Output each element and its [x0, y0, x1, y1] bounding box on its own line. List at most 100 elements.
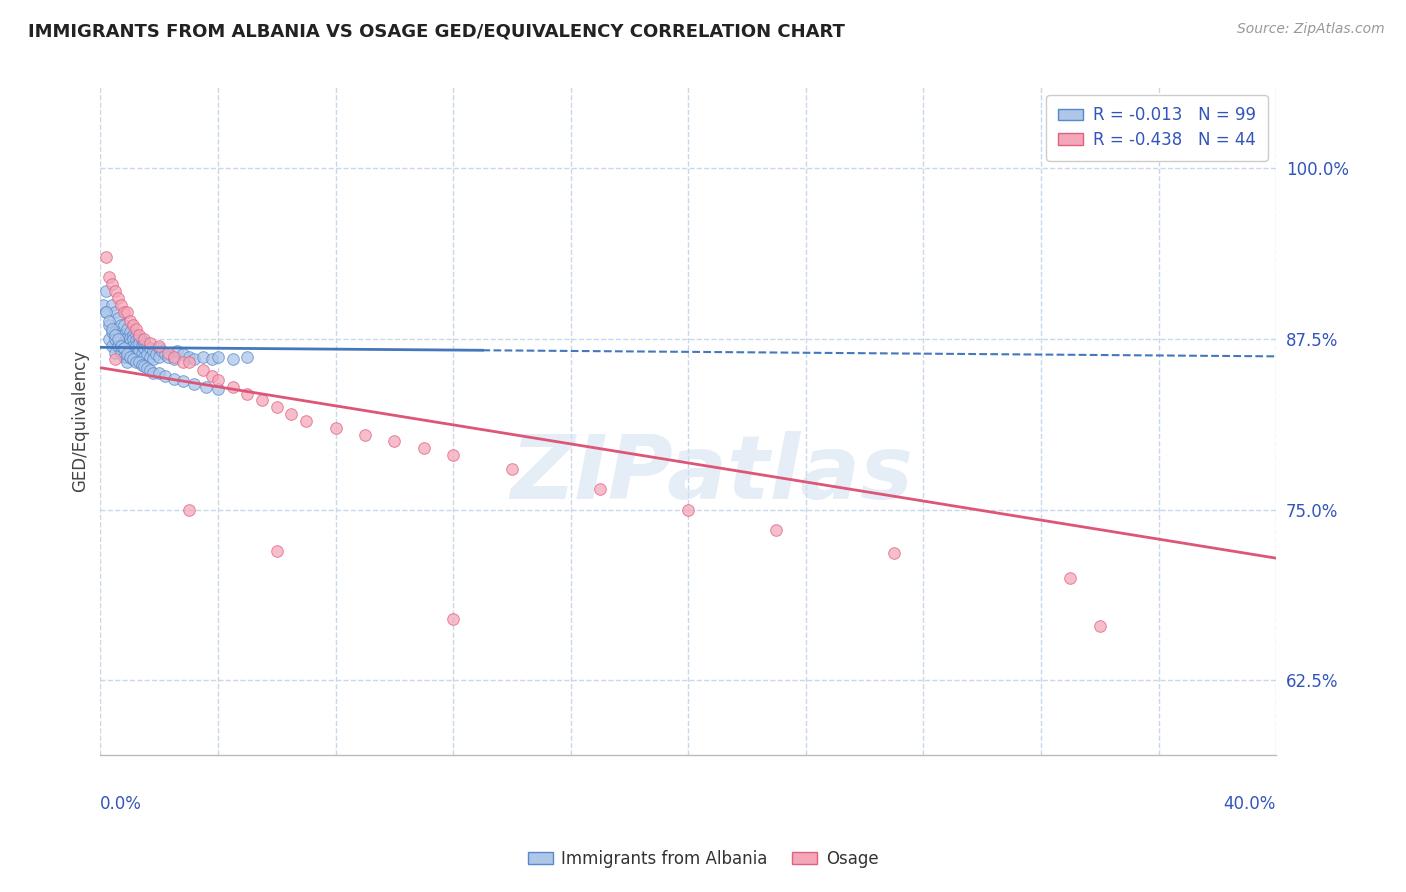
Point	[1088, 618, 1111, 632]
Point	[128, 330, 150, 344]
Point	[177, 350, 200, 364]
Point	[107, 311, 129, 326]
Point	[142, 366, 165, 380]
Point	[96, 304, 118, 318]
Point	[96, 304, 118, 318]
Point	[118, 330, 141, 344]
Point	[107, 332, 129, 346]
Point	[112, 304, 135, 318]
Point	[136, 347, 159, 361]
Point	[325, 420, 347, 434]
Point	[124, 347, 146, 361]
Point	[142, 344, 165, 359]
Point	[139, 350, 162, 364]
Point	[107, 291, 129, 305]
Point	[110, 298, 132, 312]
Point	[883, 546, 905, 560]
Point	[201, 368, 224, 383]
Point	[163, 371, 186, 385]
Point	[676, 502, 699, 516]
Point	[441, 612, 464, 626]
Point	[98, 318, 121, 333]
Point	[98, 332, 121, 346]
Point	[280, 407, 302, 421]
Point	[131, 358, 153, 372]
Point	[765, 523, 787, 537]
Point	[101, 339, 124, 353]
Point	[250, 393, 273, 408]
Point	[124, 322, 146, 336]
Point	[112, 350, 135, 364]
Point	[98, 270, 121, 285]
Point	[112, 342, 135, 356]
Point	[112, 336, 135, 351]
Point	[382, 434, 405, 449]
Point	[115, 347, 138, 361]
Point	[142, 352, 165, 367]
Point	[98, 314, 121, 328]
Point	[1059, 571, 1081, 585]
Text: ZIPatlas: ZIPatlas	[510, 431, 914, 518]
Point	[128, 355, 150, 369]
Point	[115, 336, 138, 351]
Point	[156, 350, 179, 364]
Point	[118, 336, 141, 351]
Point	[128, 336, 150, 351]
Point	[124, 339, 146, 353]
Point	[115, 330, 138, 344]
Point	[172, 347, 194, 361]
Text: 40.0%: 40.0%	[1223, 796, 1277, 814]
Point	[115, 304, 138, 318]
Point	[128, 327, 150, 342]
Point	[412, 441, 434, 455]
Point	[156, 345, 179, 359]
Point	[134, 350, 156, 364]
Point	[104, 332, 127, 346]
Point	[166, 344, 188, 359]
Point	[118, 314, 141, 328]
Point	[207, 350, 229, 364]
Point	[104, 304, 127, 318]
Legend: R = -0.013   N = 99, R = -0.438   N = 44: R = -0.013 N = 99, R = -0.438 N = 44	[1046, 95, 1268, 161]
Point	[110, 318, 132, 333]
Point	[148, 339, 170, 353]
Text: IMMIGRANTS FROM ALBANIA VS OSAGE GED/EQUIVALENCY CORRELATION CHART: IMMIGRANTS FROM ALBANIA VS OSAGE GED/EQU…	[28, 22, 845, 40]
Point	[124, 355, 146, 369]
Point	[172, 355, 194, 369]
Point	[121, 352, 143, 367]
Point	[501, 461, 523, 475]
Point	[104, 325, 127, 339]
Point	[134, 359, 156, 374]
Y-axis label: GED/Equivalency: GED/Equivalency	[72, 350, 89, 491]
Point	[134, 336, 156, 351]
Text: Source: ZipAtlas.com: Source: ZipAtlas.com	[1237, 22, 1385, 37]
Point	[163, 352, 186, 367]
Point	[589, 482, 612, 496]
Point	[201, 352, 224, 367]
Point	[104, 352, 127, 367]
Point	[139, 342, 162, 356]
Point	[221, 380, 243, 394]
Point	[131, 334, 153, 348]
Point	[118, 342, 141, 356]
Point	[153, 347, 176, 361]
Point	[112, 318, 135, 333]
Point	[101, 322, 124, 336]
Point	[131, 339, 153, 353]
Point	[134, 332, 156, 346]
Point	[121, 339, 143, 353]
Point	[104, 284, 127, 298]
Point	[193, 363, 215, 377]
Point	[107, 325, 129, 339]
Point	[221, 352, 243, 367]
Point	[101, 298, 124, 312]
Legend: Immigrants from Albania, Osage: Immigrants from Albania, Osage	[522, 844, 884, 875]
Point	[110, 345, 132, 359]
Point	[266, 543, 288, 558]
Point	[112, 327, 135, 342]
Point	[441, 448, 464, 462]
Point	[207, 373, 229, 387]
Point	[136, 339, 159, 353]
Point	[118, 350, 141, 364]
Point	[172, 374, 194, 388]
